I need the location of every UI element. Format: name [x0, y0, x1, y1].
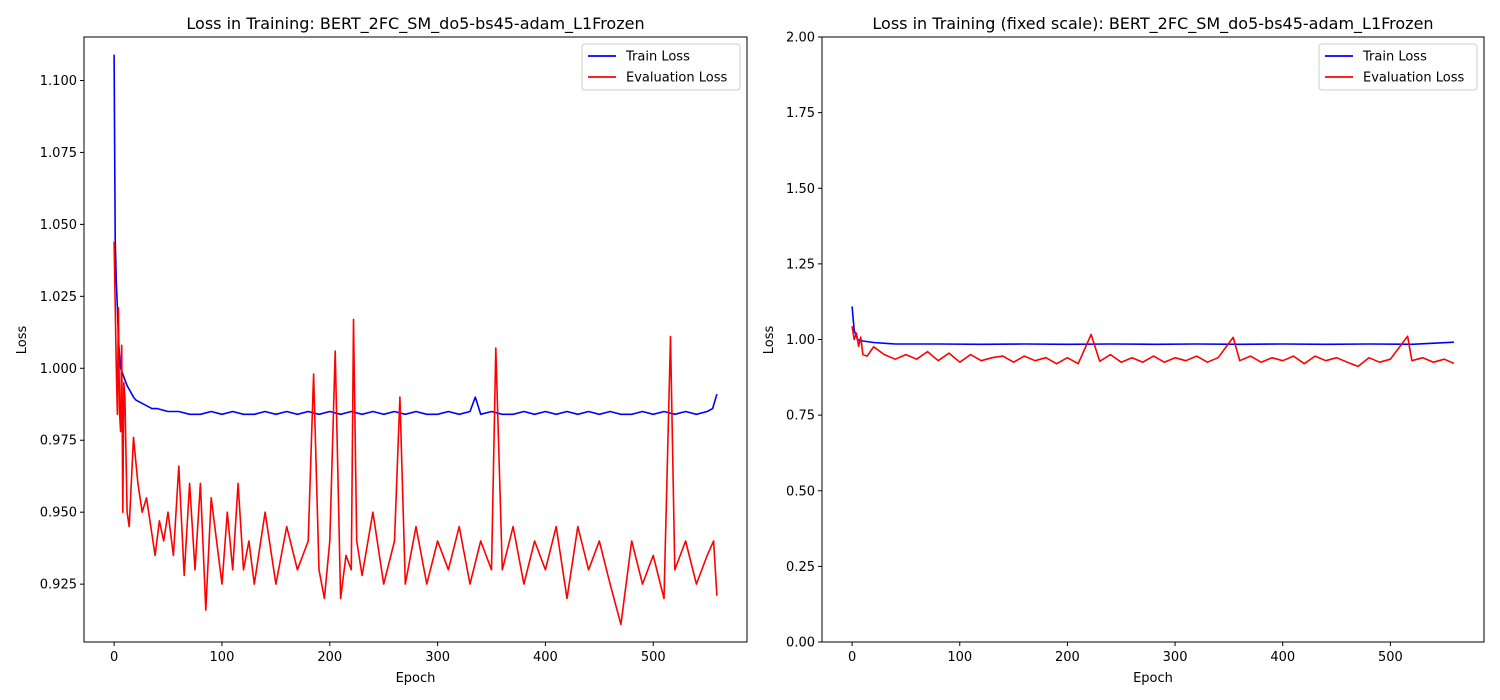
x-tick-label: 500 [1378, 650, 1403, 665]
y-tick-label: 0.50 [786, 484, 815, 499]
axes-frame [821, 36, 1485, 643]
x-tick-label: 300 [425, 650, 450, 665]
y-tick-label: 1.50 [786, 182, 815, 197]
y-tick-label: 1.100 [40, 74, 77, 89]
x-tick-label: 500 [641, 650, 666, 665]
x-axis-label: Epoch [1133, 671, 1173, 686]
series-group [113, 54, 718, 626]
x-tick-label: 100 [947, 650, 972, 665]
series-line-eval [113, 241, 718, 626]
y-tick-label: 0.00 [786, 636, 815, 651]
x-tick-label: 0 [110, 650, 118, 665]
chart-title: Loss in Training: BERT_2FC_SM_do5-bs45-a… [186, 14, 644, 34]
y-tick-label: 0.925 [40, 578, 77, 593]
chart-title: Loss in Training (fixed scale): BERT_2FC… [872, 14, 1433, 34]
legend-label: Train Loss [625, 50, 690, 65]
y-tick-label: 0.75 [786, 409, 815, 424]
series-line-train [113, 54, 718, 416]
legend-label: Train Loss [1362, 50, 1427, 65]
y-axis-label: Loss [762, 326, 777, 355]
y-tick-label: 1.25 [786, 257, 815, 272]
y-tick-label: 0.25 [786, 560, 815, 575]
chart-panel-left: Loss in Training: BERT_2FC_SM_do5-bs45-a… [15, 14, 748, 686]
x-tick-label: 200 [317, 650, 342, 665]
legend-box [581, 43, 741, 91]
x-tick-label: 200 [1055, 650, 1080, 665]
axes-frame [83, 36, 748, 643]
y-tick-label: 0.975 [40, 434, 77, 449]
legend: Train Loss Evaluation Loss [581, 43, 741, 91]
y-axis-label: Loss [15, 326, 30, 355]
plot-area: 0 100 200 300 400 500 0.925 0.950 0.975 1.000 1.02… [40, 36, 748, 665]
y-tick-label: 2.00 [786, 31, 815, 46]
chart-panel-right: Loss in Training (fixed scale): BERT_2FC… [762, 14, 1485, 686]
y-tick-label: 1.75 [786, 106, 815, 121]
y-tick-label: 1.025 [40, 290, 77, 305]
y-tick-label: 1.075 [40, 146, 77, 161]
x-tick-label: 400 [1270, 650, 1295, 665]
x-tick-label: 100 [210, 650, 235, 665]
x-tick-label: 300 [1163, 650, 1188, 665]
legend-label: Evaluation Loss [626, 71, 727, 86]
y-tick-label: 0.950 [40, 506, 77, 521]
legend: Train Loss Evaluation Loss [1318, 43, 1478, 91]
y-tick-label: 1.000 [40, 362, 77, 377]
plot-area: 0 100 200 300 400 500 0.00 0.25 0.50 0.75 1.00 1.25… [786, 31, 1485, 665]
series-line-eval [851, 326, 1455, 368]
series-line-train [851, 306, 1454, 346]
x-tick-label: 0 [848, 650, 856, 665]
series-group [851, 306, 1455, 368]
x-axis-label: Epoch [396, 671, 436, 686]
legend-box [1318, 43, 1478, 91]
y-tick-label: 1.050 [40, 218, 77, 233]
x-tick-label: 400 [533, 650, 558, 665]
y-tick-label: 1.00 [786, 333, 815, 348]
legend-label: Evaluation Loss [1363, 71, 1464, 86]
